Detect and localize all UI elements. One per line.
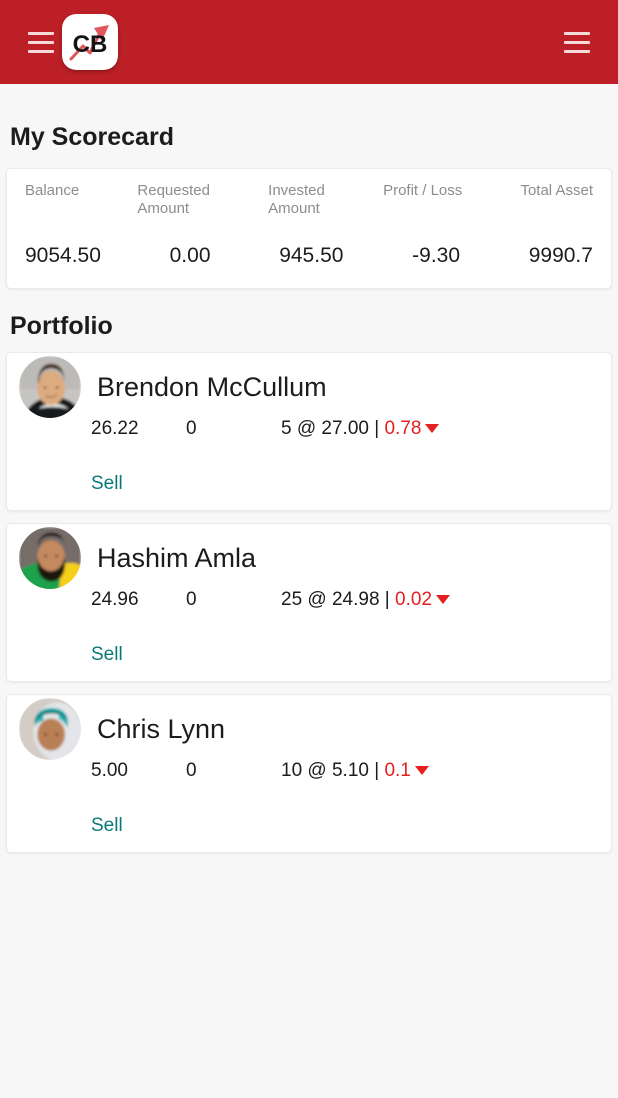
svg-text:CB: CB xyxy=(73,31,108,58)
